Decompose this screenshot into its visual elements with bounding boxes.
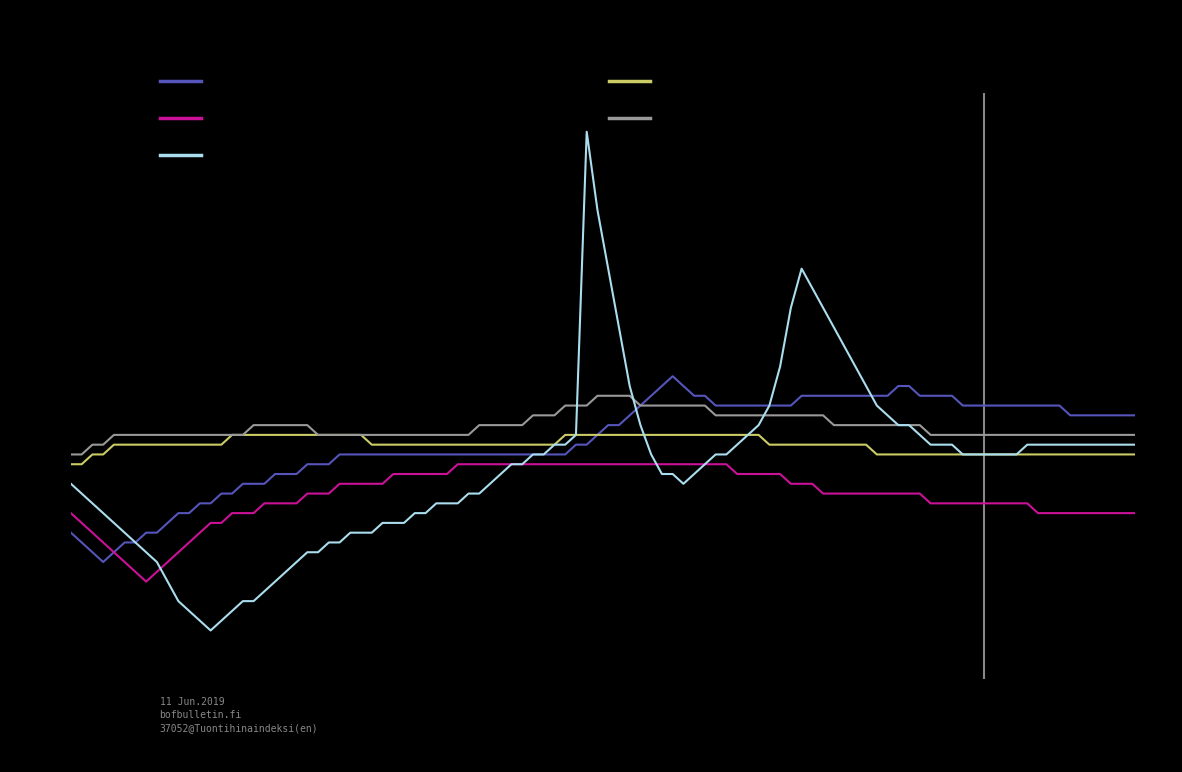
Text: 11 Jun.2019
bofbulletin.fi
37052@Tuontihinaindeksi(en): 11 Jun.2019 bofbulletin.fi 37052@Tuontih… [160, 697, 318, 733]
